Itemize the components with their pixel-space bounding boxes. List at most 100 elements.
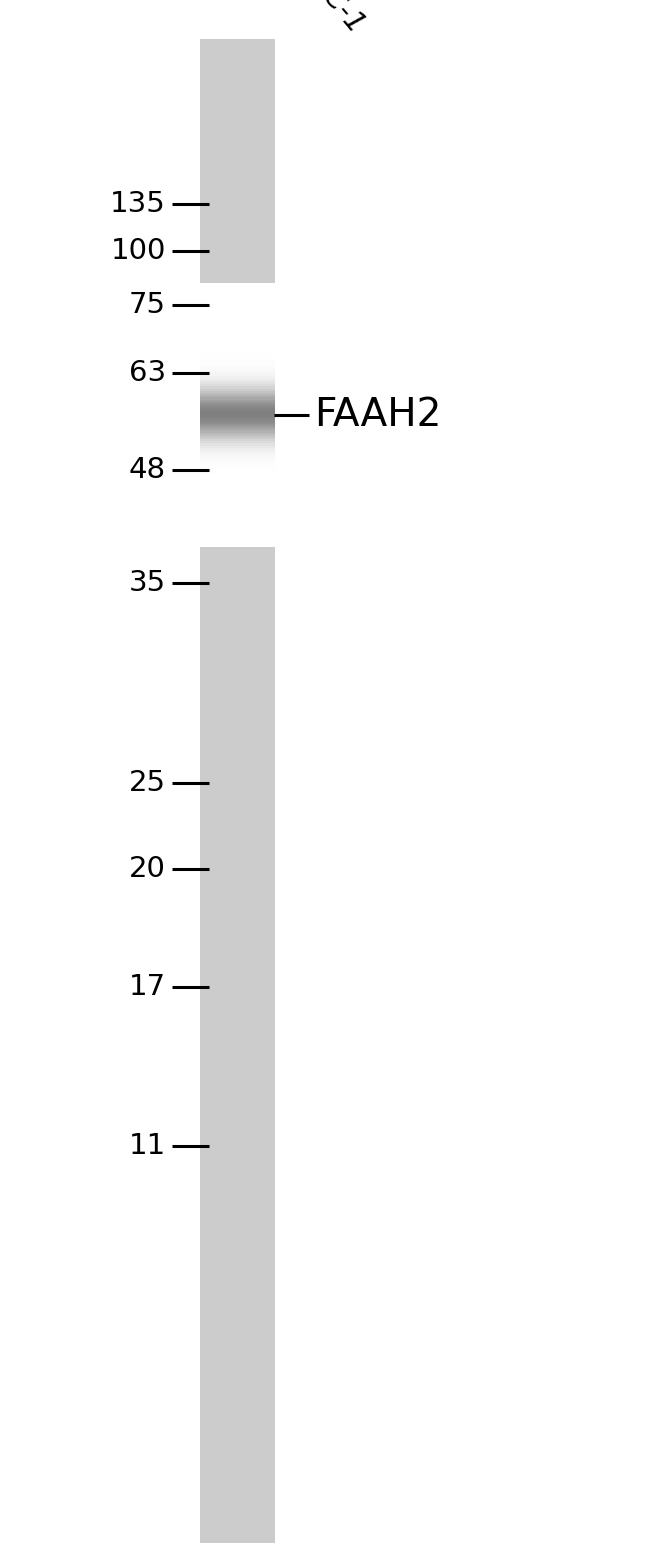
Bar — [200, 370, 274, 371]
Bar — [200, 509, 274, 512]
Bar — [200, 435, 274, 437]
Bar — [200, 421, 274, 424]
Bar — [200, 384, 274, 387]
Bar — [200, 388, 274, 392]
Bar — [200, 406, 274, 409]
Text: 100: 100 — [111, 236, 166, 265]
Text: FAAH2: FAAH2 — [314, 396, 441, 434]
Bar — [200, 493, 274, 496]
Bar — [200, 283, 274, 285]
Bar — [200, 392, 274, 393]
Bar — [200, 371, 274, 373]
Bar — [200, 457, 274, 459]
Text: PANC-1: PANC-1 — [280, 0, 370, 39]
Bar — [200, 329, 274, 332]
Bar — [200, 438, 274, 442]
Bar — [200, 514, 274, 515]
Bar — [200, 525, 274, 526]
Bar — [200, 410, 274, 413]
Bar — [200, 437, 274, 438]
Bar — [200, 348, 274, 349]
Bar — [200, 304, 274, 305]
Bar — [200, 426, 274, 428]
Bar — [200, 492, 274, 493]
Bar — [200, 340, 274, 343]
Bar — [200, 448, 274, 449]
Bar — [200, 540, 274, 542]
Bar — [200, 323, 274, 326]
Bar — [200, 365, 274, 366]
Bar — [200, 349, 274, 351]
Bar — [200, 460, 274, 464]
Bar — [200, 351, 274, 354]
Bar — [200, 288, 274, 290]
Bar — [200, 355, 274, 359]
Bar — [200, 301, 274, 304]
Bar — [200, 468, 274, 470]
Bar — [200, 481, 274, 482]
Bar — [200, 377, 274, 381]
Bar — [200, 294, 274, 296]
Bar — [200, 453, 274, 454]
Bar — [200, 373, 274, 376]
Bar — [200, 526, 274, 529]
Bar — [200, 413, 274, 415]
Bar — [200, 307, 274, 310]
Bar — [200, 366, 274, 370]
Bar — [200, 498, 274, 501]
Bar — [200, 415, 274, 417]
Bar — [200, 529, 274, 531]
Bar — [200, 296, 274, 299]
Bar — [200, 327, 274, 329]
Bar — [200, 393, 274, 395]
Bar — [200, 501, 274, 503]
Bar — [200, 312, 274, 315]
Bar — [200, 503, 274, 504]
Bar — [200, 399, 274, 402]
Text: 20: 20 — [129, 855, 166, 883]
Bar — [200, 334, 274, 337]
Bar — [200, 470, 274, 471]
Text: 25: 25 — [129, 769, 166, 797]
Bar — [200, 496, 274, 498]
Bar — [200, 523, 274, 525]
Bar — [200, 359, 274, 360]
Bar — [200, 520, 274, 523]
Bar — [200, 326, 274, 327]
Text: 75: 75 — [129, 291, 166, 319]
Bar — [200, 446, 274, 448]
Bar — [200, 420, 274, 421]
Bar — [200, 293, 274, 294]
Bar — [200, 474, 274, 476]
Bar — [200, 536, 274, 537]
Bar — [200, 305, 274, 307]
Bar — [200, 387, 274, 388]
Bar — [200, 471, 274, 474]
Bar — [200, 398, 274, 399]
Bar — [200, 362, 274, 365]
Bar — [200, 464, 274, 465]
Bar — [200, 345, 274, 348]
Bar — [200, 443, 274, 446]
Bar — [200, 290, 274, 293]
Bar — [200, 417, 274, 420]
Bar — [200, 285, 274, 288]
Bar — [200, 442, 274, 443]
Text: 17: 17 — [129, 972, 166, 1001]
Bar — [200, 424, 274, 426]
Bar — [200, 343, 274, 345]
Bar — [200, 465, 274, 468]
Bar — [200, 531, 274, 534]
Bar — [200, 39, 274, 1543]
Bar — [200, 449, 274, 453]
Bar — [200, 360, 274, 362]
Bar — [200, 332, 274, 334]
Bar — [200, 542, 274, 545]
Bar — [200, 545, 274, 547]
Bar — [200, 537, 274, 540]
Bar — [200, 507, 274, 509]
Bar — [200, 310, 274, 312]
Bar — [200, 337, 274, 338]
Text: 63: 63 — [129, 359, 166, 387]
Bar — [200, 487, 274, 490]
